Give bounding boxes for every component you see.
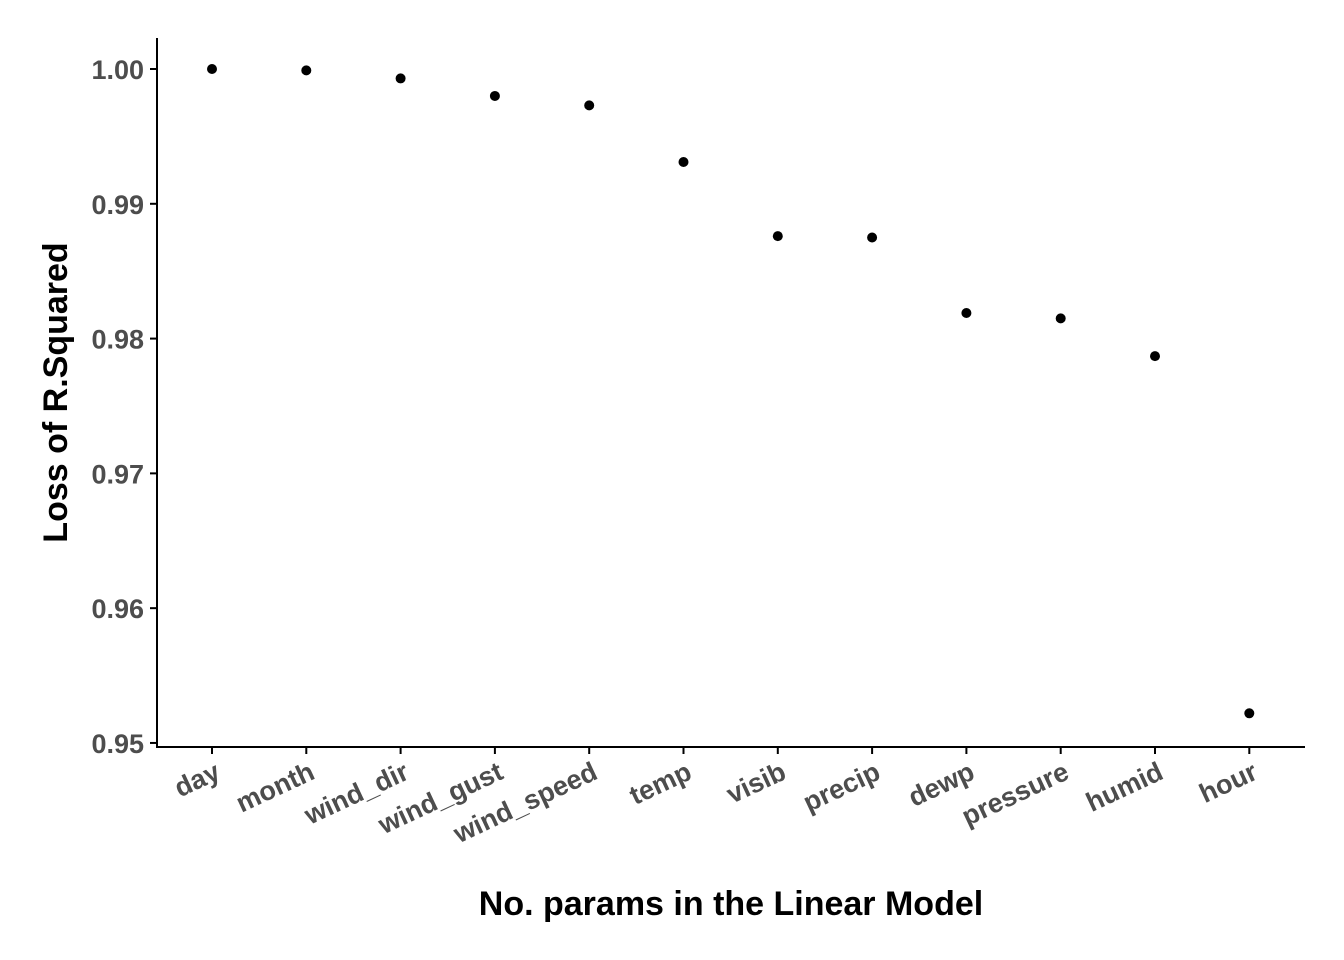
data-point (1055, 313, 1066, 324)
data-point (678, 157, 689, 168)
y-tick-label: 0.99 (91, 190, 144, 220)
data-point (772, 231, 783, 242)
data-point (961, 307, 972, 318)
data-point (1244, 708, 1255, 719)
y-tick-label: 0.96 (91, 594, 144, 624)
x-tick-label: temp (625, 756, 696, 810)
data-point (207, 64, 217, 75)
x-axis-title: No. params in the Linear Model (479, 885, 983, 923)
y-axis-ticks: 0.95 0.96 0.97 0.98 0.99 1.00 (91, 55, 157, 759)
x-tick-label: humid (1081, 756, 1167, 817)
data-point (584, 100, 595, 111)
data-point (1150, 351, 1160, 362)
y-axis-title: Loss of R.Squared (37, 242, 75, 542)
data-point (395, 73, 406, 84)
y-tick-label: 0.98 (91, 325, 144, 355)
x-tick-label: hour (1195, 756, 1262, 809)
y-tick-label: 1.00 (91, 55, 144, 85)
data-point (301, 65, 312, 76)
x-tick-label: pressure (957, 756, 1073, 831)
data-points (207, 64, 1255, 719)
data-point (489, 90, 500, 101)
x-tick-label: precip (799, 756, 885, 817)
x-tick-label: visib (722, 756, 790, 809)
y-tick-label: 0.95 (91, 729, 144, 759)
x-tick-label: day (170, 756, 225, 803)
data-point (867, 232, 878, 243)
y-tick-label: 0.97 (91, 459, 144, 489)
